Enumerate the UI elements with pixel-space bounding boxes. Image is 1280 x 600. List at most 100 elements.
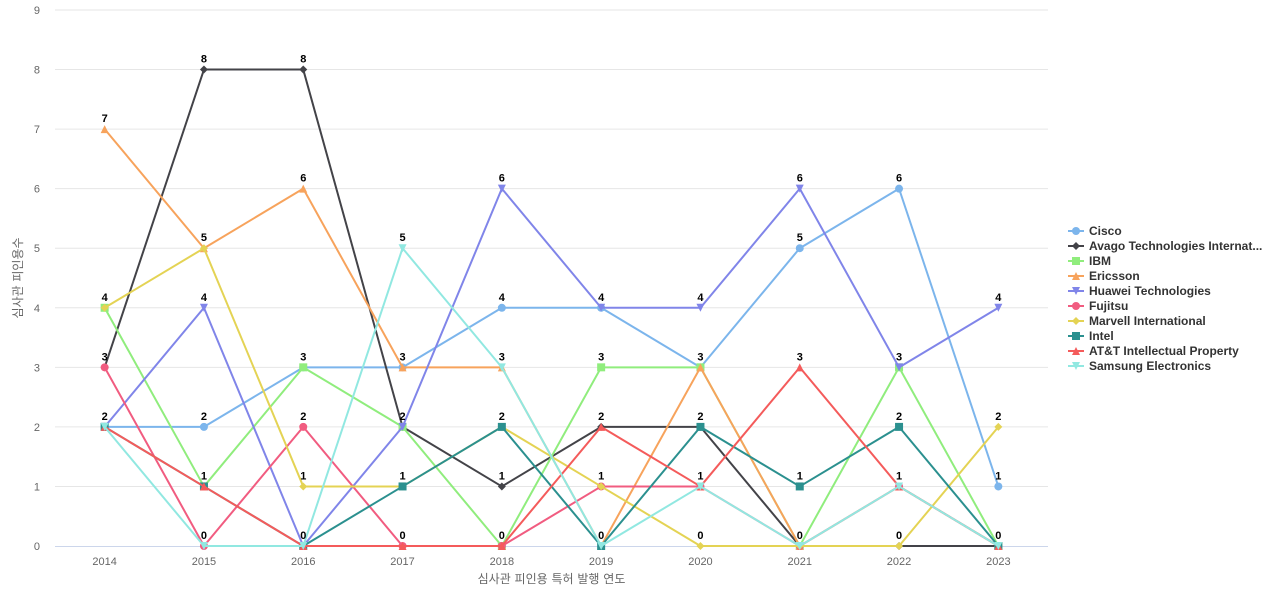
legend-item[interactable]: IBM xyxy=(1068,254,1111,268)
data-point xyxy=(299,184,308,193)
y-tick-label: 6 xyxy=(34,184,40,196)
legend-marker xyxy=(1072,302,1080,310)
data-label: 4 xyxy=(499,292,506,304)
data-point xyxy=(696,482,705,491)
data-point xyxy=(994,303,1003,312)
legend-marker xyxy=(1072,332,1080,340)
data-point xyxy=(994,542,1003,550)
data-label: 1 xyxy=(896,470,902,482)
legend-item[interactable]: AT&T Intellectual Property xyxy=(1068,344,1239,358)
data-point xyxy=(299,422,308,431)
legend-item[interactable]: Intel xyxy=(1068,329,1114,343)
legend-marker xyxy=(1072,347,1080,355)
data-label: 0 xyxy=(201,530,207,542)
data-label: 6 xyxy=(300,173,306,185)
data-point xyxy=(895,422,904,431)
data-point xyxy=(497,422,506,431)
data-point xyxy=(100,125,109,134)
legend-label: Cisco xyxy=(1089,224,1122,238)
data-label: 4 xyxy=(102,292,109,304)
data-point xyxy=(299,542,308,550)
data-point xyxy=(795,542,804,550)
series-line xyxy=(103,247,1000,547)
series-line xyxy=(103,366,1000,547)
y-axis-title: 심사관 피인용수 xyxy=(11,237,25,318)
data-label: 1 xyxy=(995,470,1001,482)
data-point xyxy=(795,363,804,372)
series-samsung-electronics xyxy=(100,244,1003,550)
data-label: 3 xyxy=(697,351,703,363)
data-point xyxy=(895,363,904,372)
data-label: 1 xyxy=(797,470,803,482)
data-label: 3 xyxy=(499,351,505,363)
series-lines xyxy=(100,65,1003,550)
legend-label: Huawei Technologies xyxy=(1089,284,1211,298)
data-point xyxy=(199,303,208,312)
data-point xyxy=(895,542,904,550)
data-point xyxy=(497,482,506,491)
data-label: 4 xyxy=(995,292,1002,304)
data-label: 5 xyxy=(797,232,803,244)
data-label: 4 xyxy=(201,292,208,304)
data-label: 8 xyxy=(300,54,306,66)
legend-item[interactable]: Cisco xyxy=(1068,224,1122,238)
legend-item[interactable]: Ericsson xyxy=(1068,269,1140,283)
data-point xyxy=(398,542,407,550)
data-label: 6 xyxy=(896,173,902,185)
data-point xyxy=(497,303,506,312)
data-point xyxy=(597,363,606,372)
data-point xyxy=(299,65,308,74)
data-point xyxy=(994,422,1003,431)
data-label: 1 xyxy=(300,470,306,482)
data-point xyxy=(100,303,109,312)
data-point xyxy=(497,184,506,193)
data-point xyxy=(795,184,804,193)
y-tick-label: 1 xyxy=(34,481,40,493)
y-tick-label: 3 xyxy=(34,362,40,374)
data-point xyxy=(100,422,109,431)
data-point xyxy=(696,542,705,550)
data-label: 1 xyxy=(697,470,703,482)
data-label: 2 xyxy=(896,411,902,423)
y-tick-label: 2 xyxy=(34,422,40,434)
data-label: 7 xyxy=(102,113,108,125)
data-point xyxy=(398,482,407,491)
data-point xyxy=(199,422,208,431)
data-point xyxy=(994,482,1003,491)
data-label: 5 xyxy=(201,232,207,244)
data-label: 0 xyxy=(399,530,405,542)
legend-item[interactable]: Fujitsu xyxy=(1068,299,1128,313)
legend-label: IBM xyxy=(1089,254,1111,268)
x-tick-label: 2015 xyxy=(192,556,216,568)
data-label: 0 xyxy=(896,530,902,542)
x-tick-label: 2020 xyxy=(688,556,712,568)
data-point xyxy=(696,422,705,431)
y-tick-label: 9 xyxy=(34,5,40,17)
legend-marker xyxy=(1072,227,1080,235)
data-label: 3 xyxy=(598,351,604,363)
legend-marker xyxy=(1072,257,1080,265)
legend-marker xyxy=(1072,362,1080,370)
data-label: 1 xyxy=(499,470,505,482)
legend-item[interactable]: Marvell International xyxy=(1068,314,1206,328)
legend-label: Intel xyxy=(1089,329,1114,343)
data-label: 0 xyxy=(995,530,1001,542)
data-point xyxy=(199,482,208,491)
data-point xyxy=(597,542,606,550)
data-label: 8 xyxy=(201,54,207,66)
legend-item[interactable]: Avago Technologies Internat... xyxy=(1068,239,1262,253)
x-tick-label: 2022 xyxy=(887,556,911,568)
data-label: 0 xyxy=(499,530,505,542)
data-point xyxy=(497,542,506,550)
data-point xyxy=(696,363,705,372)
legend-item[interactable]: Samsung Electronics xyxy=(1068,359,1211,373)
data-label: 3 xyxy=(300,351,306,363)
legend-item[interactable]: Huawei Technologies xyxy=(1068,284,1211,298)
y-tick-label: 8 xyxy=(34,65,40,77)
legend-marker xyxy=(1072,242,1080,250)
data-point xyxy=(199,542,208,550)
data-point xyxy=(100,363,109,372)
data-point xyxy=(895,482,904,491)
data-label: 0 xyxy=(598,530,604,542)
